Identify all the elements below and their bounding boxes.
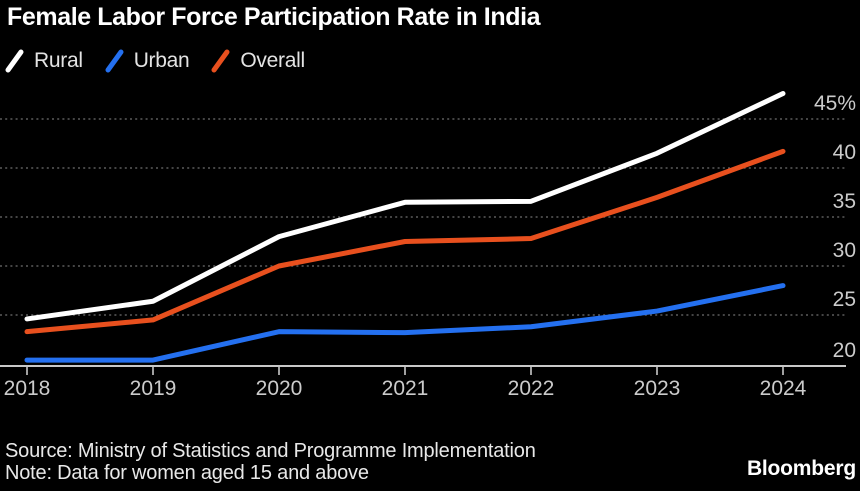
series-line-overall: [24, 148, 786, 335]
y-tick-label: 25: [833, 288, 856, 311]
y-tick-label: 30: [833, 239, 856, 262]
x-tick-label: 2022: [508, 377, 555, 400]
legend-label-urban: Urban: [133, 49, 190, 72]
y-tick-label: 35: [833, 190, 856, 213]
x-tick-label: 2020: [256, 377, 303, 400]
legend-label-rural: Rural: [34, 49, 83, 72]
legend-slash-urban-icon: [105, 49, 124, 73]
note-text: Note: Data for women aged 15 and above: [5, 462, 369, 484]
legend-slash-rural-icon: [5, 49, 24, 73]
source-note-block: Source: Ministry of Statistics and Progr…: [5, 440, 536, 484]
legend-item-rural: Rural: [5, 48, 83, 74]
y-tick-label: 40: [833, 141, 856, 164]
legend: Rural Urban Overall: [5, 47, 305, 75]
source-text: Source: Ministry of Statistics and Progr…: [5, 440, 536, 462]
legend-item-overall: Overall: [211, 48, 305, 74]
legend-slash-overall-icon: [211, 49, 230, 73]
series-line-urban: [24, 283, 786, 363]
x-tick-label: 2018: [4, 377, 51, 400]
y-tick-label: 45%: [814, 92, 856, 115]
y-tick-label: 20: [833, 339, 856, 362]
series-line-rural: [24, 91, 786, 322]
x-tick-label: 2019: [130, 377, 177, 400]
x-tick-label: 2021: [382, 377, 429, 400]
legend-label-overall: Overall: [240, 49, 305, 72]
chart-title: Female Labor Force Participation Rate in…: [7, 3, 541, 31]
legend-item-urban: Urban: [105, 48, 190, 74]
x-tick-label: 2023: [634, 377, 681, 400]
x-tick-label: 2024: [760, 377, 807, 400]
bloomberg-logo: Bloomberg: [746, 457, 856, 480]
